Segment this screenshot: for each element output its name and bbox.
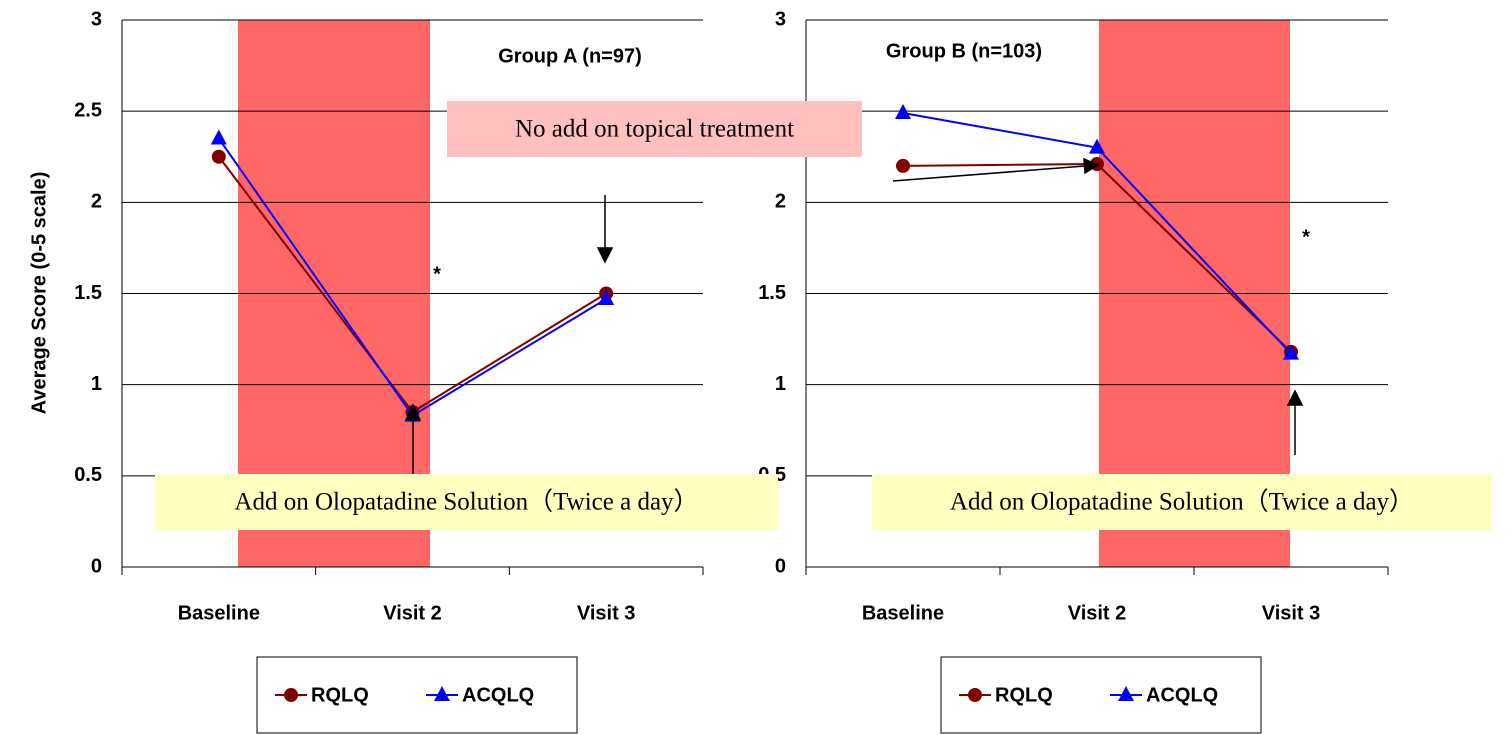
y-tick-label: 0 (775, 555, 786, 577)
point (895, 103, 911, 119)
note: Add on Olopatadine Solution（Twice a day） (950, 488, 1414, 516)
y-tick-label: 2 (91, 191, 102, 213)
point (598, 289, 615, 305)
y-tick-label: 2 (775, 191, 786, 213)
significance: * (433, 263, 441, 285)
y-tick-label: 3 (775, 8, 786, 30)
legend-box (256, 656, 578, 734)
legend-label: ACQLQ (1146, 684, 1218, 706)
grid: 0 0.5 1 1.5 2 2.5 3 Baseline Visit 2 Visit 3 Avera… (28, 8, 1389, 624)
legend-label: RQLQ (311, 684, 369, 706)
x-tick-label: Baseline (178, 602, 260, 624)
point (211, 149, 226, 164)
note-box (447, 101, 862, 157)
panel-title: Group B (n=103) (886, 40, 1042, 62)
point (1283, 344, 1299, 360)
y-axis-label: Average Score (0-5 scale) (28, 172, 50, 415)
legend-box (940, 656, 1262, 734)
panel-title: Group A (n=97) (498, 45, 642, 67)
arrow-head (596, 247, 614, 264)
point (896, 158, 910, 173)
x-tick-label: Visit 2 (1068, 602, 1127, 624)
note-box (872, 474, 1492, 530)
y-tick-label: 1 (775, 373, 786, 395)
y-tick-label: 2.5 (74, 99, 102, 121)
point (434, 686, 450, 701)
arrow-head (404, 403, 422, 421)
x-tick-label: Visit 3 (1262, 602, 1321, 624)
note-box (155, 474, 778, 530)
significance: * (1302, 226, 1310, 248)
arrow (892, 165, 1086, 182)
annotations: Group A (n=97) RQLQ ACQLQ * No add on topica… (155, 40, 1492, 734)
legend-label: RQLQ (995, 684, 1053, 706)
point (284, 688, 298, 702)
y-tick-label: 0.5 (74, 464, 102, 486)
y-tick-label: 3 (91, 8, 102, 30)
point (1089, 138, 1105, 154)
arrow-head (1286, 389, 1304, 406)
point (968, 688, 982, 702)
note: Add on Olopatadine Solution（Twice a day） (234, 488, 698, 516)
note: No add on topical treatment (515, 116, 794, 143)
point (210, 129, 227, 145)
x-tick-label: Visit 2 (383, 602, 442, 624)
y-tick-label: 1 (91, 373, 102, 395)
point (1118, 686, 1134, 701)
y-tick-label: 1.5 (758, 282, 786, 304)
y-tick-label: 1.5 (74, 282, 102, 304)
legend-label: ACQLQ (462, 684, 534, 706)
y-tick-label: 0 (91, 555, 102, 577)
x-tick-label: Visit 3 (577, 602, 636, 624)
x-tick-label: Baseline (862, 602, 944, 624)
arrow-head (1083, 157, 1100, 175)
arrows (404, 157, 1304, 475)
